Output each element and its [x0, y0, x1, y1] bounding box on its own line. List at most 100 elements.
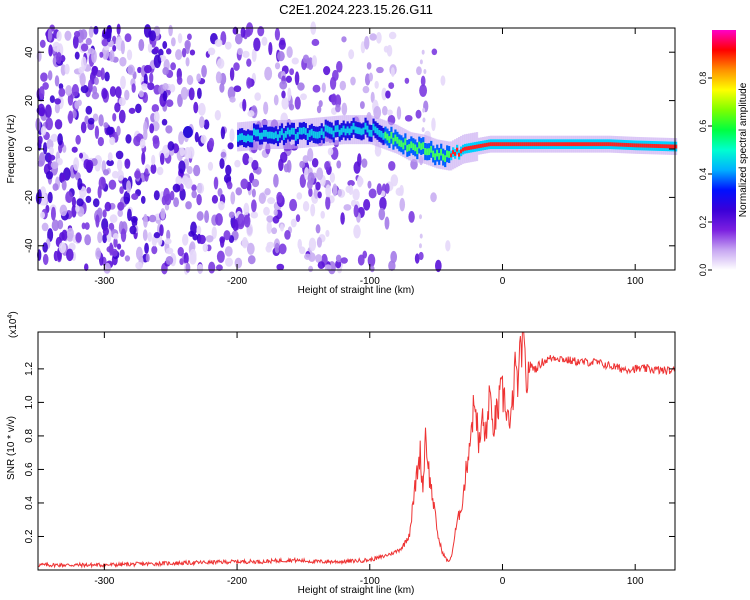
heatmap-cell: [127, 208, 132, 222]
heatmap-cell: [119, 56, 127, 67]
heatmap-cell: [281, 97, 289, 110]
heatmap-cell: [400, 140, 403, 148]
heatmap-cell: [307, 172, 315, 185]
heatmap-cell: [361, 158, 368, 168]
heatmap-cell: [161, 118, 168, 126]
heatmap-cell: [575, 142, 578, 147]
heatmap-cell: [97, 231, 103, 244]
heatmap-cell: [320, 210, 325, 219]
heatmap-cell: [98, 176, 106, 190]
heatmap-cell: [51, 219, 60, 232]
heatmap-cell: [118, 97, 126, 107]
heatmap-cell: [302, 54, 310, 64]
heatmap-cell: [350, 126, 353, 133]
heatmap-cell: [162, 67, 169, 76]
heatmap-cell: [240, 178, 249, 190]
heatmap-cell: [56, 30, 62, 42]
heatmap-cell: [85, 195, 92, 204]
heatmap-cell: [47, 228, 54, 242]
heatmap-cell: [436, 149, 439, 157]
heatmap-cell: [224, 257, 233, 267]
heatmap-cell: [175, 49, 183, 61]
heatmap-cell: [52, 41, 61, 52]
heatmap-cell: [65, 191, 73, 203]
heatmap-cell: [463, 146, 467, 151]
heatmap-cell: [415, 109, 422, 119]
heatmap-cell: [448, 151, 451, 158]
heatmap-cell: [250, 135, 254, 143]
heatmap-cell: [635, 143, 638, 148]
heatmap-cell: [369, 33, 377, 41]
heatmap-cell: [273, 208, 278, 216]
heatmap-cell: [40, 126, 47, 136]
heatmap-cell: [131, 217, 138, 228]
heatmap-cell: [321, 82, 326, 93]
heatmap-cell: [380, 190, 386, 197]
heatmap-cell: [94, 77, 99, 86]
heatmap-cell: [74, 51, 80, 60]
heatmap-cell: [40, 72, 48, 82]
heatmap-cell: [475, 144, 479, 149]
heatmap-cell: [80, 43, 89, 52]
heatmap-cell: [48, 44, 53, 57]
heatmap-cell: [42, 142, 48, 155]
colorbar-gradient: [712, 30, 736, 270]
heatmap-cell: [629, 143, 632, 148]
heatmap-cell: [262, 129, 266, 137]
heatmap-cell: [153, 232, 161, 239]
heatmap-cell: [573, 142, 576, 147]
heatmap-cell: [165, 247, 174, 255]
heatmap-cell: [613, 142, 616, 147]
colorbar-tick-label: 0.6: [698, 120, 708, 133]
heatmap-cell: [394, 134, 397, 142]
heatmap-cell: [306, 133, 309, 140]
heatmap-cell: [274, 28, 281, 41]
heatmap-cell: [145, 253, 150, 263]
heatmap-cell: [623, 142, 626, 147]
heatmap-cell: [188, 87, 195, 101]
heatmap-cell: [115, 150, 124, 160]
heatmap-cell: [165, 125, 173, 134]
heatmap-cell: [317, 261, 325, 270]
heatmap-cell: [279, 80, 288, 90]
heatmap-cell: [300, 93, 307, 101]
heatmap-cell: [511, 142, 514, 147]
heatmap-cell: [109, 214, 118, 223]
heatmap-cell: [388, 136, 391, 143]
heatmap-cell: [185, 201, 192, 210]
heatmap-cell: [213, 176, 219, 190]
heatmap-cell: [235, 187, 243, 196]
heatmap-cell: [481, 143, 485, 148]
heatmap-cell: [597, 142, 600, 147]
heatmap-cell: [390, 174, 399, 187]
heatmap-cell: [641, 143, 644, 148]
heatmap-cell: [410, 141, 413, 149]
heatmap-cell: [168, 24, 173, 37]
heatmap-cell: [336, 60, 343, 73]
heatmap-cell: [108, 242, 114, 256]
snr-x-ticks: -300 -200 -100 0 100: [94, 332, 644, 587]
heatmap-cell: [178, 131, 185, 145]
heatmap-cell: [127, 64, 135, 76]
heatmap-cell: [323, 66, 331, 76]
heatmap-cell: [332, 130, 335, 138]
heatmap-cell: [495, 142, 499, 147]
colorbar-tick-label: 0.4: [698, 168, 708, 181]
figure-title: C2E1.2024.223.15.26.G11: [279, 2, 433, 17]
heatmap-cell: [219, 236, 226, 244]
heatmap-cell: [224, 246, 233, 257]
heatmap-cell: [469, 145, 473, 150]
heatmap-cell: [398, 139, 401, 147]
heatmap-cell: [52, 183, 59, 191]
heatmap-cell: [348, 128, 351, 136]
heatmap-cell: [302, 201, 310, 212]
heatmap-cell: [356, 127, 359, 134]
heatmap-cell: [370, 130, 373, 137]
heatmap-cell: [147, 42, 153, 53]
heatmap-cell: [71, 196, 76, 208]
heatmap-cell: [223, 173, 232, 184]
heatmap-cell: [243, 214, 251, 228]
heatmap-cell: [61, 229, 68, 241]
heatmap-cell: [153, 190, 160, 201]
